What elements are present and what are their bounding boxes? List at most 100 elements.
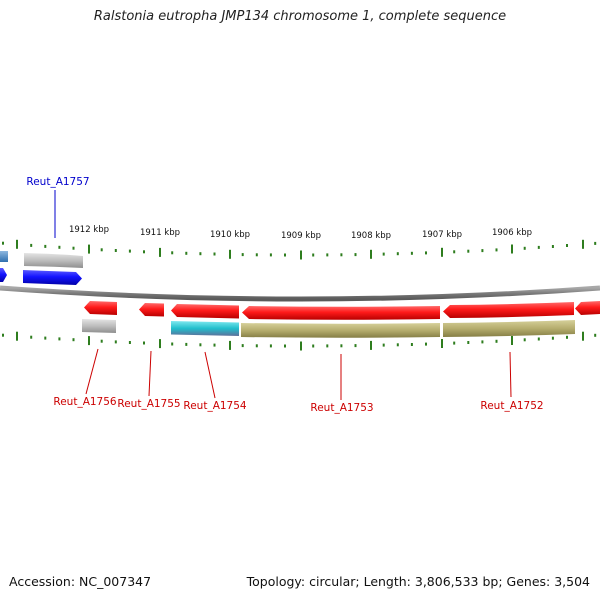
upper-tick-track	[2, 239, 597, 260]
upper-track-minor-tick	[2, 241, 4, 245]
gene-arrow-reut-a1754[interactable]	[171, 304, 239, 319]
gene-label-reut-a1756[interactable]: Reut_A1756	[53, 396, 117, 408]
lower-track-major-tick	[88, 336, 90, 346]
upper-track-major-tick	[300, 250, 302, 260]
lower-track-major-tick	[229, 340, 231, 350]
protein-product-reut-a1753[interactable]	[241, 323, 440, 338]
upper-track-minor-tick	[58, 245, 61, 249]
upper-track-minor-tick	[171, 251, 174, 255]
forward-strand-genes	[0, 251, 83, 285]
upper-track-major-tick	[370, 249, 372, 259]
ruler-labels: 1912 kbp 1911 kbp 1910 kbp 1909 kbp 1908…	[69, 225, 532, 241]
lower-track-minor-tick	[425, 342, 427, 346]
lower-track-minor-tick	[481, 340, 484, 344]
upper-track-minor-tick	[340, 253, 343, 257]
accession-text: Accession: NC_007347	[9, 574, 152, 589]
upper-track-minor-tick	[114, 249, 117, 252]
gene-arrow-reut-a1753[interactable]	[242, 306, 440, 320]
upper-track-minor-tick	[143, 250, 145, 254]
lower-track-minor-tick	[128, 341, 131, 344]
lower-track-major-tick	[16, 331, 18, 341]
ruler-label-1910-kbp: 1910 kbp	[210, 230, 250, 240]
leader-reut-a1755	[148, 350, 152, 397]
upper-track-major-tick	[511, 244, 513, 254]
gene-label-reut-a1757[interactable]: Reut_A1757	[26, 176, 89, 188]
upper-track-major-tick	[229, 249, 231, 259]
protein-product-reut-a1754[interactable]	[171, 321, 239, 336]
upper-track-minor-tick	[537, 245, 540, 249]
lower-track-major-tick	[159, 339, 161, 349]
upper-track-minor-tick	[269, 253, 272, 257]
lower-track-minor-tick	[453, 341, 456, 345]
upper-track-minor-tick	[44, 244, 47, 248]
upper-track-minor-tick	[594, 241, 597, 245]
protein-product-reut-a1756[interactable]	[82, 319, 116, 333]
gene-arrow-offscreen-left-product[interactable]	[0, 251, 8, 262]
upper-track-minor-tick	[284, 253, 286, 257]
gene-arrow-offscreen-right[interactable]	[575, 301, 600, 315]
lower-track-major-tick	[300, 341, 302, 351]
lower-tick-track	[2, 331, 597, 351]
lower-track-minor-tick	[114, 340, 117, 344]
upper-track-minor-tick	[523, 246, 526, 250]
upper-track-minor-tick	[312, 253, 315, 257]
lower-track-minor-tick	[523, 338, 526, 342]
upper-track-minor-tick	[128, 249, 131, 253]
lower-track-minor-tick	[171, 342, 174, 346]
protein-product-reut-a1757[interactable]	[24, 253, 83, 268]
lower-track-major-tick	[370, 340, 372, 350]
upper-track-major-tick	[88, 244, 90, 254]
map-title: Ralstonia eutropha JMP134 chromosome 1, …	[93, 9, 507, 24]
upper-track-major-tick	[159, 247, 161, 257]
lower-track-minor-tick	[100, 339, 103, 343]
upper-track-minor-tick	[551, 245, 554, 248]
upper-track-minor-tick	[100, 248, 103, 252]
lower-track-minor-tick	[269, 344, 272, 348]
lower-track-minor-tick	[566, 335, 568, 339]
gene-arrow-reut-a1755[interactable]	[139, 303, 164, 317]
gene-arrow-reut-a1752[interactable]	[443, 302, 574, 318]
upper-track-minor-tick	[185, 251, 188, 255]
lower-track-minor-tick	[495, 339, 498, 343]
lower-track-minor-tick	[44, 336, 47, 340]
reverse-strand-genes	[82, 301, 600, 338]
lower-track-minor-tick	[30, 335, 33, 339]
upper-track-minor-tick	[213, 252, 216, 256]
lower-track-minor-tick	[199, 343, 202, 347]
upper-track-minor-tick	[410, 251, 413, 255]
lower-track-minor-tick	[467, 341, 470, 344]
gene-arrow-reut-a1757[interactable]	[23, 270, 82, 285]
lower-track-minor-tick	[382, 343, 385, 347]
upper-track-minor-tick	[30, 243, 33, 247]
ruler-label-1907-kbp: 1907 kbp	[422, 230, 462, 240]
lower-track-minor-tick	[537, 337, 540, 341]
chromosome-backbone	[0, 285, 600, 302]
topology-text: Topology: circular; Length: 3,806,533 bp…	[246, 574, 590, 589]
gene-label-reut-a1753[interactable]: Reut_A1753	[310, 402, 373, 414]
lower-track-major-tick	[511, 336, 513, 345]
ruler-label-1908-kbp: 1908 kbp	[351, 231, 391, 241]
gene-label-reut-a1755[interactable]: Reut_A1755	[117, 398, 180, 410]
ruler-label-1911-kbp: 1911 kbp	[140, 228, 180, 238]
gene-label-reut-a1754[interactable]: Reut_A1754	[183, 400, 247, 412]
ruler-label-1909-kbp: 1909 kbp	[281, 231, 321, 241]
protein-product-reut-a1752[interactable]	[443, 320, 575, 337]
lower-track-minor-tick	[143, 341, 145, 345]
lower-track-minor-tick	[594, 333, 597, 337]
gene-arrow-offscreen-left[interactable]	[0, 268, 7, 282]
lower-track-minor-tick	[72, 338, 75, 342]
gene-label-reut-a1752[interactable]: Reut_A1752	[480, 400, 543, 412]
gene-arrow-reut-a1756[interactable]	[84, 301, 117, 315]
lower-track-major-tick	[582, 331, 584, 341]
lower-track-minor-tick	[551, 336, 554, 340]
lower-track-minor-tick	[2, 333, 4, 337]
lower-track-minor-tick	[185, 342, 188, 346]
upper-track-minor-tick	[481, 249, 484, 253]
ruler-label-1906-kbp: 1906 kbp	[492, 228, 532, 238]
upper-track-minor-tick	[396, 252, 399, 256]
lower-track-minor-tick	[255, 344, 258, 348]
upper-track-minor-tick	[453, 250, 456, 254]
lower-track-minor-tick	[284, 344, 286, 348]
